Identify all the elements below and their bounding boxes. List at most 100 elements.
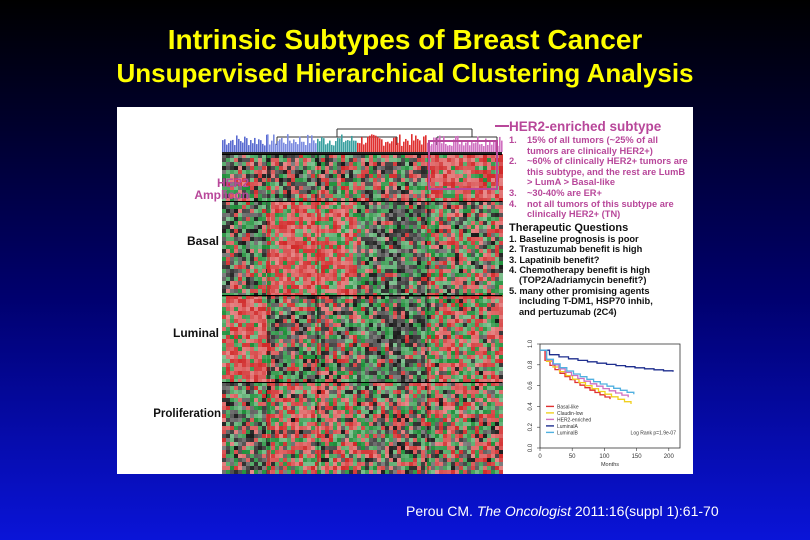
heatmap-cell	[337, 253, 341, 257]
heatmap-cell	[459, 319, 463, 323]
heatmap-cell	[417, 319, 421, 323]
heatmap-cell	[405, 335, 409, 339]
heatmap-cell	[475, 170, 479, 174]
heatmap-cell	[377, 386, 381, 390]
heatmap-cell	[250, 281, 254, 285]
heatmap-cell	[401, 241, 405, 245]
heatmap-cell	[234, 198, 238, 202]
heatmap-cell	[357, 229, 361, 233]
heatmap-cell	[421, 201, 425, 205]
heatmap-cell	[222, 394, 226, 398]
heatmap-cell	[365, 379, 369, 383]
heatmap-cell	[421, 295, 425, 299]
heatmap-cell	[447, 158, 451, 162]
heatmap-cell	[385, 371, 389, 375]
heatmap-cell	[291, 269, 295, 273]
heatmap-cell	[479, 209, 483, 213]
heatmap-cell	[357, 186, 361, 190]
heatmap-cell	[279, 402, 283, 406]
heatmap-cell	[373, 379, 377, 383]
heatmap-cell	[279, 158, 283, 162]
heatmap-cell	[439, 307, 443, 311]
heatmap-cell	[479, 162, 483, 166]
heatmap-cell	[365, 382, 369, 386]
heatmap-cell	[467, 205, 471, 209]
heatmap-cell	[267, 343, 271, 347]
heatmap-cell	[479, 390, 483, 394]
heatmap-cell	[385, 335, 389, 339]
heatmap-cell	[491, 315, 495, 319]
heatmap-cell	[333, 414, 337, 418]
heatmap-cell	[311, 170, 315, 174]
heatmap-cell	[471, 307, 475, 311]
heatmap-cell	[491, 375, 495, 379]
heatmap-cell	[405, 233, 409, 237]
heatmap-cell	[230, 299, 234, 303]
heatmap-cell	[475, 386, 479, 390]
heatmap-cell	[341, 359, 345, 363]
heatmap-cell	[439, 303, 443, 307]
heatmap-cell	[238, 277, 242, 281]
heatmap-cell	[311, 217, 315, 221]
heatmap-cell	[451, 281, 455, 285]
heatmap-cell	[325, 265, 329, 269]
heatmap-cell	[377, 339, 381, 343]
heatmap-cell	[385, 386, 389, 390]
heatmap-cell	[409, 281, 413, 285]
heatmap-cell	[238, 233, 242, 237]
heatmap-cell	[413, 182, 417, 186]
heatmap-cell	[467, 311, 471, 315]
heatmap-cell	[287, 261, 291, 265]
heatmap-cell	[295, 390, 299, 394]
heatmap-cell	[397, 343, 401, 347]
dendrogram-leaf	[319, 141, 321, 152]
heatmap-cell	[393, 402, 397, 406]
heatmap-cell	[267, 327, 271, 331]
heatmap-cell	[409, 303, 413, 307]
heatmap-cell	[262, 323, 266, 327]
heatmap-cell	[455, 269, 459, 273]
heatmap-cell	[321, 307, 325, 311]
heatmap-cell	[337, 221, 341, 225]
heatmap-cell	[250, 257, 254, 261]
heatmap-cell	[317, 154, 321, 158]
heatmap-cell	[267, 363, 271, 367]
heatmap-cell	[439, 299, 443, 303]
heatmap-cell	[222, 331, 226, 335]
heatmap-cell	[439, 351, 443, 355]
heatmap-cell	[275, 339, 279, 343]
heatmap-cell	[230, 277, 234, 281]
heatmap-cell	[413, 335, 417, 339]
heatmap-cell	[329, 261, 333, 265]
heatmap-cell	[246, 209, 250, 213]
heatmap-cell	[254, 209, 258, 213]
heatmap-cell	[345, 375, 349, 379]
heatmap-cell	[389, 190, 393, 194]
heatmap-cell	[226, 241, 230, 245]
heatmap-cell	[365, 186, 369, 190]
heatmap-cell	[381, 170, 385, 174]
heatmap-cell	[483, 269, 487, 273]
heatmap-cell	[321, 323, 325, 327]
heatmap-cell	[451, 209, 455, 213]
heatmap-cell	[262, 375, 266, 379]
heatmap-cell	[353, 285, 357, 289]
heatmap-cell	[373, 217, 377, 221]
heatmap-cell	[467, 154, 471, 158]
heatmap-cell	[317, 343, 321, 347]
heatmap-cell	[463, 205, 467, 209]
heatmap-cell	[447, 382, 451, 386]
heatmap-cell	[393, 249, 397, 253]
heatmap-cell	[377, 233, 381, 237]
heatmap-cell	[435, 209, 439, 213]
heatmap-cell	[471, 351, 475, 355]
heatmap-cell	[345, 339, 349, 343]
heatmap-cell	[499, 229, 503, 233]
heatmap-cell	[451, 410, 455, 414]
dendrogram-leaf	[449, 145, 451, 152]
heatmap-cell	[275, 190, 279, 194]
dendrogram-leaf	[375, 135, 377, 152]
heatmap-cell	[250, 402, 254, 406]
heatmap-cell	[401, 174, 405, 178]
heatmap-cell	[262, 237, 266, 241]
